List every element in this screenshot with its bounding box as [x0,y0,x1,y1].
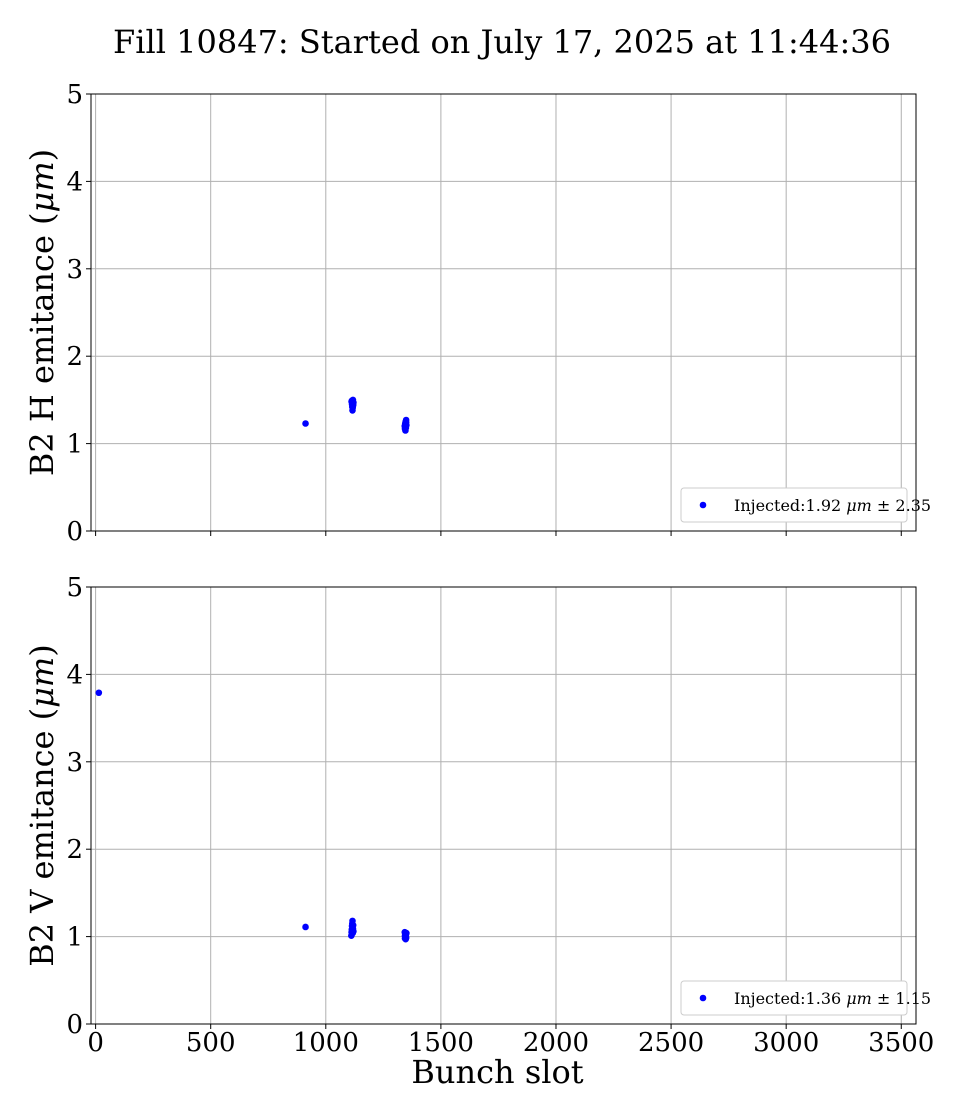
text-part: Injected:1.36 [734,989,846,1008]
legend-box [680,980,908,1016]
series-0 [302,396,410,434]
chart-panel-v: 0 500 1000 1500 2000 2500 3000 3500 0 1 2 3 4 5 B2 V e… [23,573,934,1091]
y-tick-label: 3 [66,255,83,285]
x-tick-label: 3500 [868,1028,934,1058]
text-part: ) [23,644,61,656]
x-axis-label: Bunch slot [411,1053,583,1091]
legend-label: Injected:1.92 μm ± 2.35 [734,496,931,515]
data-point [302,923,309,931]
data-point [402,935,410,942]
y-axis-label: B2 H emitance (μm) [23,149,61,476]
legend-marker [699,501,707,509]
legend-label: Injected:1.36 μm ± 1.15 [734,989,931,1008]
text-part: μm [23,657,61,708]
text-part: ) [23,149,61,161]
figure-title: Fill 10847: Started on July 17, 2025 at … [113,23,891,61]
text-part: B2 H emitance ( [23,212,61,476]
x-tick-label: 500 [186,1028,236,1058]
legend-box [680,487,908,523]
y-tick-label: 5 [66,80,83,110]
plot-frame [90,586,917,1025]
series-0 [95,689,410,943]
text-part: ± 1.15 [872,989,931,1008]
x-tick-label: 2500 [638,1028,704,1058]
y-tick-label: 2 [66,342,83,372]
data-point [302,420,309,427]
data-point [349,921,357,929]
y-tick-label: 0 [66,517,83,547]
legend: Injected:1.36 μm ± 1.15 [680,980,931,1016]
data-point [350,928,357,935]
x-tick-label: 0 [87,1028,104,1058]
data-point [402,419,410,426]
legend-marker [699,994,707,1002]
x-tick-label: 1500 [408,1028,474,1058]
x-tick-label: 3000 [753,1028,819,1058]
text-part: Injected:1.92 [734,496,846,515]
x-tick-label: 2000 [523,1028,589,1058]
y-axis-label: B2 V emitance (μm) [23,644,61,967]
x-tick-label: 1000 [293,1028,359,1058]
legend: Injected:1.92 μm ± 2.35 [680,487,931,523]
y-tick-label: 4 [66,660,83,690]
y-tick-label: 2 [66,835,83,865]
text-part: B2 V emitance ( [23,708,61,967]
plot-frame [90,93,917,532]
text-part: μm [846,989,872,1008]
y-tick-label: 4 [66,167,83,197]
y-tick-label: 1 [66,923,83,953]
text-part: μm [23,161,61,212]
data-point [349,400,357,407]
data-point [95,689,103,697]
text-part: μm [846,496,872,515]
y-tick-label: 1 [66,430,83,460]
y-tick-label: 3 [66,748,83,778]
y-tick-label: 0 [66,1010,83,1040]
text-part: ± 2.35 [872,496,931,515]
y-tick-label: 5 [66,573,83,603]
